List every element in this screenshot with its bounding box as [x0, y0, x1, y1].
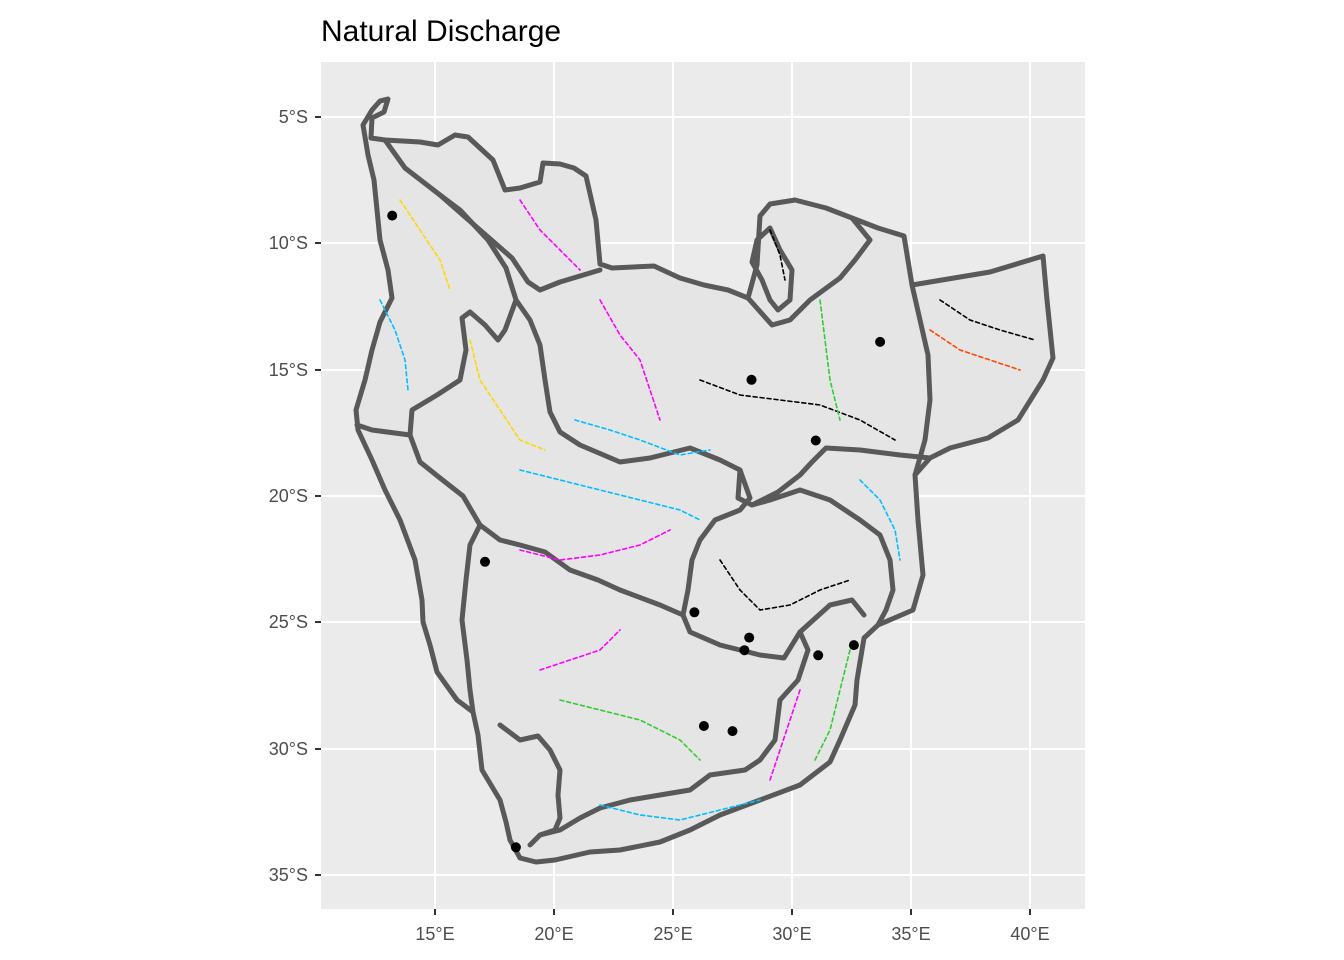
- gauging-station-marker: [698, 721, 709, 731]
- y-axis: 5°S 10°S 15°S 20°S 25°S 30°S 35°S: [269, 107, 321, 885]
- basin-divide-2: [354, 192, 519, 438]
- gauging-stations: [387, 210, 886, 853]
- river-segment-8: [719, 559, 851, 611]
- river-segment-19: [859, 479, 901, 561]
- river-segment-13: [939, 299, 1036, 341]
- gauging-station-marker: [810, 435, 821, 446]
- gauging-station-marker: [848, 640, 859, 651]
- x-tick-label: 40°E: [1010, 924, 1049, 944]
- river-segment-11: [599, 799, 761, 821]
- gauging-station-marker: [875, 336, 886, 347]
- x-tick-label: 35°E: [891, 924, 930, 944]
- basin-divide-8: [527, 629, 811, 848]
- river-segment-10: [539, 629, 621, 671]
- river-segment-7: [519, 529, 671, 561]
- basin-region-outline: [353, 96, 1056, 865]
- y-tick-label: 35°S: [269, 865, 308, 885]
- gauging-station-marker: [727, 726, 738, 737]
- gauging-station-marker: [746, 374, 757, 385]
- x-axis: 15°E 20°E 25°E 30°E 35°E 40°E: [415, 909, 1050, 944]
- basin-divide-3: [513, 297, 933, 508]
- y-tick-label: 15°S: [269, 360, 308, 380]
- river-segment-3: [699, 379, 896, 441]
- river-segment-9: [559, 699, 701, 761]
- basin-divide-6: [749, 487, 896, 628]
- y-tick-label: 5°S: [279, 107, 308, 127]
- basin-divide-12: [745, 215, 873, 328]
- basin-divide-4: [407, 432, 867, 661]
- river-segment-12: [929, 329, 1021, 371]
- basin-divide-5: [680, 467, 753, 618]
- y-tick-label: 30°S: [269, 739, 308, 759]
- chart-title: Natural Discharge: [321, 15, 561, 48]
- basins-layer: [353, 96, 1056, 865]
- x-tick-label: 25°E: [653, 924, 692, 944]
- gauging-station-marker: [739, 645, 750, 656]
- y-tick-label: 25°S: [269, 612, 308, 632]
- river-network: [379, 199, 1036, 821]
- y-tick-label: 20°S: [269, 486, 308, 506]
- gauging-station-marker: [813, 650, 824, 661]
- river-segment-1: [574, 419, 711, 456]
- river-segment-4: [819, 299, 841, 421]
- river-segment-20: [519, 199, 581, 271]
- basin-divide-9: [497, 722, 563, 838]
- gauging-station-marker: [744, 632, 755, 643]
- y-tick-label: 10°S: [269, 233, 308, 253]
- gauging-station-marker: [689, 607, 700, 618]
- gauging-station-marker: [387, 210, 398, 221]
- river-segment-14: [399, 199, 451, 291]
- gauging-station-marker: [510, 842, 521, 853]
- river-segment-18: [814, 649, 851, 761]
- river-segment-17: [769, 689, 801, 781]
- basin-divide-11: [749, 225, 795, 313]
- basin-divide-10: [909, 282, 933, 478]
- river-segment-5: [469, 339, 546, 451]
- river-segment-15: [379, 299, 409, 391]
- basin-divide-1: [382, 137, 603, 293]
- x-tick-label: 15°E: [415, 924, 454, 944]
- river-segment-6: [519, 469, 701, 521]
- basin-divide-7: [459, 522, 483, 715]
- river-segment-2: [599, 299, 661, 421]
- river-segment-16: [769, 229, 786, 281]
- gauging-station-marker: [480, 556, 490, 567]
- x-tick-label: 20°E: [534, 924, 573, 944]
- x-tick-label: 30°E: [772, 924, 811, 944]
